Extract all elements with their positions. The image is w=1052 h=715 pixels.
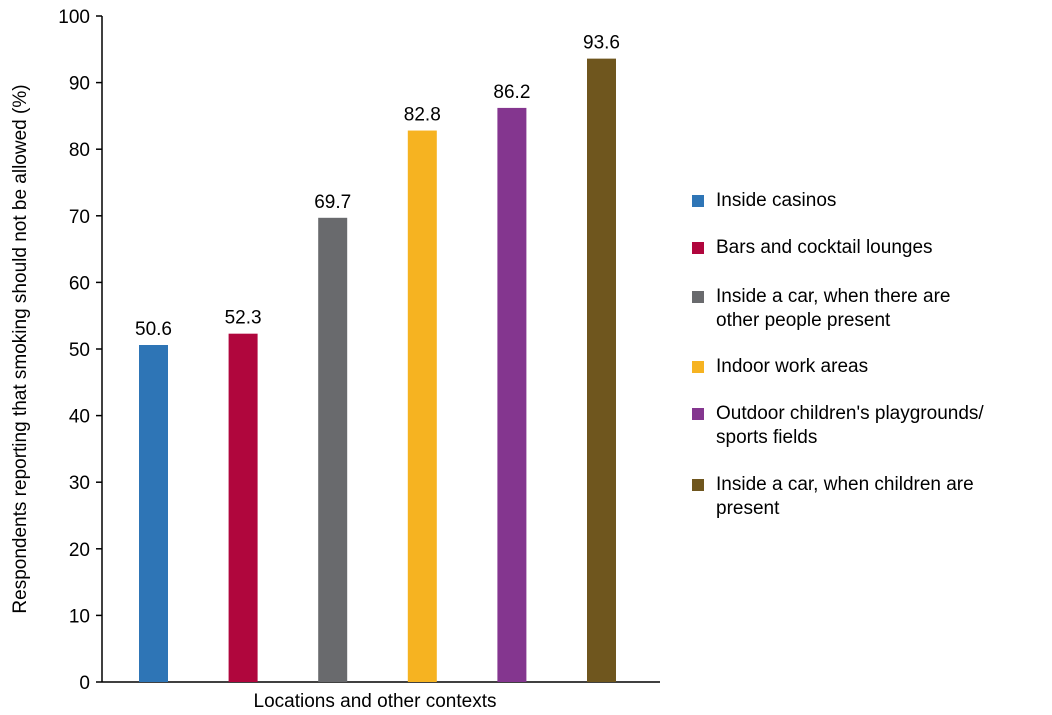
legend-swatch [692, 479, 704, 491]
legend-label: Inside casinos [716, 189, 1052, 213]
legend-label: Outdoor children's playgrounds/sports fi… [716, 402, 1052, 450]
bar [228, 333, 258, 682]
legend-swatch [692, 408, 704, 420]
legend-swatch [692, 361, 704, 373]
legend-label-line: Inside a car, when there are [716, 286, 951, 307]
legend-label-line: Bars and cocktail lounges [716, 237, 933, 258]
legend-label-line: Indoor work areas [716, 356, 869, 377]
legend-label: Bars and cocktail lounges [716, 236, 1052, 260]
data-label: 69.7 [314, 192, 351, 213]
legend-label: Inside a car, when there are other people… [716, 285, 1052, 333]
legend-swatch [692, 242, 704, 254]
y-tick-label: 20 [69, 540, 90, 561]
legend-label-line: Inside a car, when children are [716, 474, 974, 495]
legend-label-line: present [716, 498, 780, 519]
data-label: 86.2 [493, 82, 530, 103]
legend-label: Indoor work areas [716, 355, 1052, 379]
data-labels-group: 50.6 52.3 69.7 82.8 86.2 93.6 [135, 33, 620, 340]
bar [407, 130, 437, 682]
y-axis-ticks: 0 10 20 30 40 50 60 70 80 90 100 [58, 7, 102, 694]
y-tick-label: 40 [69, 407, 90, 428]
y-tick-label: 10 [69, 606, 90, 627]
data-label: 93.6 [583, 33, 620, 54]
x-axis-title: Locations and other contexts [254, 691, 497, 712]
y-tick-label: 80 [69, 140, 90, 161]
data-label: 82.8 [404, 105, 441, 126]
bar [318, 217, 348, 682]
legend-label: Inside a car, when children are present [716, 473, 1052, 521]
y-tick-label: 100 [58, 7, 90, 28]
y-tick-label: 30 [69, 473, 90, 494]
bar [497, 107, 527, 682]
y-tick-label: 0 [79, 673, 90, 694]
y-tick-label: 60 [69, 273, 90, 294]
bar [139, 345, 168, 682]
bars-group [139, 58, 616, 682]
bar [587, 58, 616, 682]
y-axis-title: Respondents reporting that smoking shoul… [10, 84, 31, 613]
legend-label-line: Outdoor children's playgrounds/ [716, 403, 984, 424]
legend-label-line: sports fields [716, 427, 818, 448]
y-tick-label: 70 [69, 207, 90, 228]
y-tick-label: 90 [69, 74, 90, 95]
data-label: 50.6 [135, 319, 172, 340]
legend-label-line: other people present [716, 310, 891, 331]
data-label: 52.3 [225, 308, 262, 329]
legend-swatch [692, 195, 704, 207]
legend-swatch [692, 291, 704, 303]
y-tick-label: 50 [69, 340, 90, 361]
legend-label-line: Inside casinos [716, 190, 837, 211]
